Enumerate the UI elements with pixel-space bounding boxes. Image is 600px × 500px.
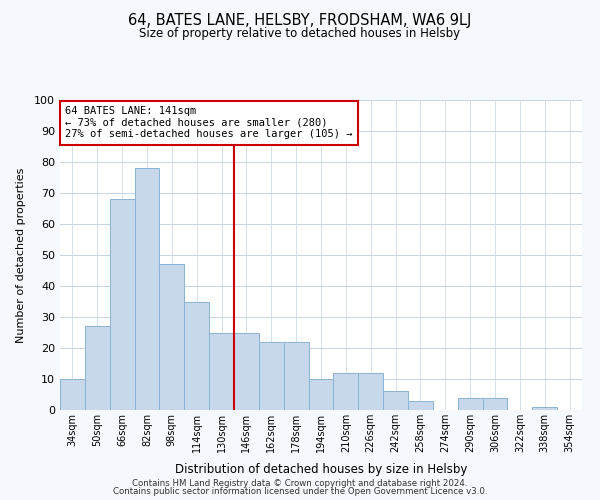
Text: 64 BATES LANE: 141sqm
← 73% of detached houses are smaller (280)
27% of semi-det: 64 BATES LANE: 141sqm ← 73% of detached … [65,106,353,140]
X-axis label: Distribution of detached houses by size in Helsby: Distribution of detached houses by size … [175,464,467,476]
Text: 64, BATES LANE, HELSBY, FRODSHAM, WA6 9LJ: 64, BATES LANE, HELSBY, FRODSHAM, WA6 9L… [128,12,472,28]
Bar [209,332,234,410]
Bar [358,373,383,410]
Text: Size of property relative to detached houses in Helsby: Size of property relative to detached ho… [139,28,461,40]
Bar [408,400,433,410]
Bar [184,302,209,410]
Bar [85,326,110,410]
Bar [532,407,557,410]
Text: Contains HM Land Registry data © Crown copyright and database right 2024.: Contains HM Land Registry data © Crown c… [132,478,468,488]
Bar [160,264,184,410]
Bar [458,398,482,410]
Bar [334,373,358,410]
Bar [60,379,85,410]
Bar [308,379,334,410]
Text: Contains public sector information licensed under the Open Government Licence v3: Contains public sector information licen… [113,487,487,496]
Y-axis label: Number of detached properties: Number of detached properties [16,168,26,342]
Bar [134,168,160,410]
Bar [234,332,259,410]
Bar [482,398,508,410]
Bar [259,342,284,410]
Bar [383,392,408,410]
Bar [110,199,134,410]
Bar [284,342,308,410]
